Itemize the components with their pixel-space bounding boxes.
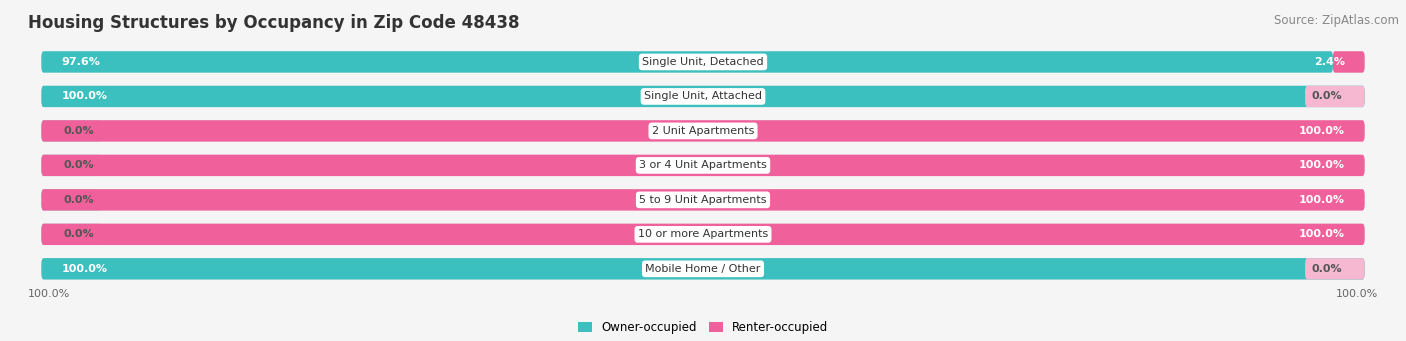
Text: 2 Unit Apartments: 2 Unit Apartments xyxy=(652,126,754,136)
Text: 0.0%: 0.0% xyxy=(63,126,94,136)
Text: 100.0%: 100.0% xyxy=(62,264,107,274)
FancyBboxPatch shape xyxy=(41,258,1365,280)
Text: Mobile Home / Other: Mobile Home / Other xyxy=(645,264,761,274)
Text: 0.0%: 0.0% xyxy=(63,160,94,170)
Text: 100.0%: 100.0% xyxy=(1299,126,1344,136)
FancyBboxPatch shape xyxy=(1333,51,1365,73)
Text: 0.0%: 0.0% xyxy=(63,195,94,205)
FancyBboxPatch shape xyxy=(41,155,101,176)
Text: 100.0%: 100.0% xyxy=(1299,229,1344,239)
FancyBboxPatch shape xyxy=(1305,258,1365,280)
FancyBboxPatch shape xyxy=(41,189,1365,210)
FancyBboxPatch shape xyxy=(41,86,1365,107)
Text: Single Unit, Attached: Single Unit, Attached xyxy=(644,91,762,101)
FancyBboxPatch shape xyxy=(41,224,101,245)
Text: 5 to 9 Unit Apartments: 5 to 9 Unit Apartments xyxy=(640,195,766,205)
Text: 100.0%: 100.0% xyxy=(1336,289,1378,299)
FancyBboxPatch shape xyxy=(41,51,1365,73)
FancyBboxPatch shape xyxy=(41,224,1365,245)
Text: 3 or 4 Unit Apartments: 3 or 4 Unit Apartments xyxy=(640,160,766,170)
Legend: Owner-occupied, Renter-occupied: Owner-occupied, Renter-occupied xyxy=(572,316,834,339)
FancyBboxPatch shape xyxy=(1305,86,1365,107)
Text: 100.0%: 100.0% xyxy=(1299,160,1344,170)
FancyBboxPatch shape xyxy=(41,51,1333,73)
Text: Source: ZipAtlas.com: Source: ZipAtlas.com xyxy=(1274,14,1399,27)
FancyBboxPatch shape xyxy=(41,120,1365,142)
FancyBboxPatch shape xyxy=(41,155,1365,176)
Text: Housing Structures by Occupancy in Zip Code 48438: Housing Structures by Occupancy in Zip C… xyxy=(28,14,520,32)
Text: 2.4%: 2.4% xyxy=(1313,57,1344,67)
FancyBboxPatch shape xyxy=(41,189,101,210)
FancyBboxPatch shape xyxy=(41,189,1365,210)
FancyBboxPatch shape xyxy=(41,86,1365,107)
FancyBboxPatch shape xyxy=(41,120,1365,142)
Text: 0.0%: 0.0% xyxy=(1312,91,1343,101)
FancyBboxPatch shape xyxy=(41,224,1365,245)
Text: 0.0%: 0.0% xyxy=(63,229,94,239)
Text: 100.0%: 100.0% xyxy=(62,91,107,101)
Text: 100.0%: 100.0% xyxy=(28,289,70,299)
Text: 10 or more Apartments: 10 or more Apartments xyxy=(638,229,768,239)
Text: 97.6%: 97.6% xyxy=(62,57,100,67)
FancyBboxPatch shape xyxy=(41,155,1365,176)
Text: 100.0%: 100.0% xyxy=(1299,195,1344,205)
Text: Single Unit, Detached: Single Unit, Detached xyxy=(643,57,763,67)
FancyBboxPatch shape xyxy=(41,258,1365,280)
Text: 0.0%: 0.0% xyxy=(1312,264,1343,274)
FancyBboxPatch shape xyxy=(41,120,101,142)
